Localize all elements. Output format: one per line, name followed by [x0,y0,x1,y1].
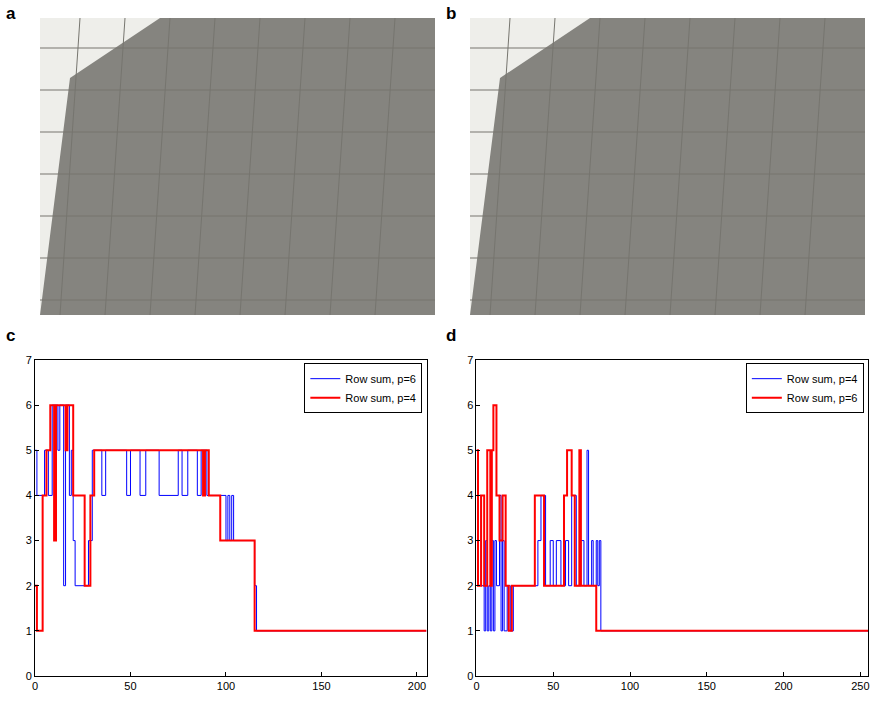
svg-text:3: 3 [467,534,473,546]
svg-text:3: 3 [26,534,32,546]
svg-text:150: 150 [698,680,716,692]
svg-text:50: 50 [547,680,559,692]
svg-text:0: 0 [26,670,32,682]
svg-text:2: 2 [26,580,32,592]
svg-text:Row sum, p=6: Row sum, p=6 [787,392,858,404]
svg-text:Row sum, p=4: Row sum, p=4 [345,392,416,404]
svg-text:Row sum, p=4: Row sum, p=4 [787,373,858,385]
svg-text:6: 6 [467,399,473,411]
svg-text:6: 6 [26,399,32,411]
svg-text:5: 5 [467,444,473,456]
html-text:c: c [6,326,16,345]
svg-text:250: 250 [851,680,869,692]
svg-text:7: 7 [26,354,32,366]
html-text:b: b [446,4,457,23]
html-text:a: a [6,4,16,23]
svg-text:1: 1 [26,625,32,637]
svg-text:200: 200 [774,680,792,692]
html-text:d: d [446,326,457,345]
svg-text:0: 0 [32,680,38,692]
svg-text:0: 0 [467,670,473,682]
svg-text:4: 4 [26,489,32,501]
svg-text:1: 1 [467,625,473,637]
svg-text:100: 100 [621,680,639,692]
svg-text:200: 200 [408,680,426,692]
svg-text:0: 0 [473,680,479,692]
svg-text:2: 2 [467,580,473,592]
svg-text:Row sum, p=6: Row sum, p=6 [345,373,416,385]
svg-text:50: 50 [124,680,136,692]
svg-text:150: 150 [312,680,330,692]
svg-text:5: 5 [26,444,32,456]
svg-text:100: 100 [217,680,235,692]
svg-text:7: 7 [467,354,473,366]
svg-text:4: 4 [467,489,473,501]
